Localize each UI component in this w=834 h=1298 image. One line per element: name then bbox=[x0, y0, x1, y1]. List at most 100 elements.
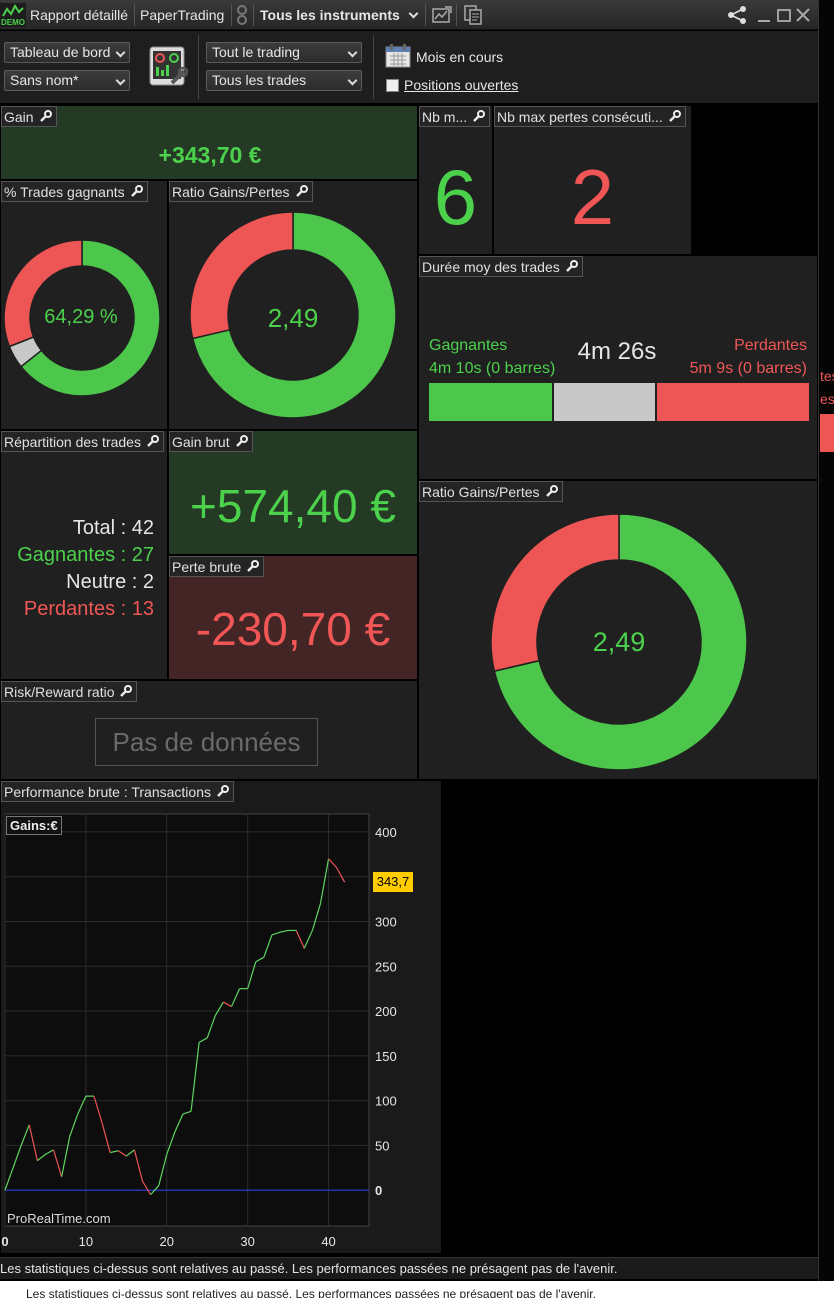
series-segment bbox=[45, 1149, 54, 1155]
share-icon[interactable] bbox=[726, 4, 748, 26]
open-positions-label[interactable]: Positions ouvertes bbox=[404, 77, 519, 93]
performance-title: Performance brute : Transactions bbox=[1, 781, 234, 802]
y-tick-label: 0 bbox=[375, 1183, 382, 1198]
gross-loss-title: Perte brute bbox=[169, 556, 265, 577]
y-tick-label: 50 bbox=[375, 1138, 389, 1153]
gain-panel: Gain +343,70 € bbox=[0, 105, 418, 180]
dashboard-settings-icon[interactable] bbox=[148, 45, 188, 89]
wrench-icon[interactable] bbox=[216, 785, 229, 798]
wrench-icon[interactable] bbox=[246, 560, 260, 573]
losing-duration-value: 5m 9s (0 barres) bbox=[689, 360, 807, 377]
series-segment bbox=[166, 1131, 176, 1155]
wrench-icon[interactable] bbox=[235, 435, 248, 448]
name-select-value: Sans nom* bbox=[10, 72, 79, 88]
series-segment bbox=[28, 1124, 38, 1161]
duration-bar-winning bbox=[429, 383, 555, 421]
chart-export-icon[interactable] bbox=[431, 4, 453, 26]
demo-logo-icon: DEMO bbox=[0, 3, 26, 27]
name-select[interactable]: Sans nom* bbox=[4, 70, 130, 91]
y-tick-label: 250 bbox=[375, 959, 397, 974]
trading-select[interactable]: Tout le trading bbox=[206, 42, 362, 63]
x-tick-label: 0 bbox=[1, 1234, 8, 1249]
disclaimer-background-window: Les statistiques ci-dessus sont relative… bbox=[0, 1281, 834, 1298]
win-percentage-center: 64,29 % bbox=[44, 306, 118, 328]
maximize-icon[interactable] bbox=[776, 4, 792, 26]
ratio-small-title: Ratio Gains/Pertes bbox=[169, 181, 313, 202]
wrench-icon[interactable] bbox=[119, 685, 133, 698]
max-consecutive-gains-value: 6 bbox=[433, 153, 478, 241]
win-percentage-title: % Trades gagnants bbox=[1, 181, 148, 202]
series-segment bbox=[190, 1042, 200, 1112]
adjacent-window-edge: tes es bbox=[818, 0, 834, 1281]
title-bar: DEMO Rapport détaillé PaperTrading Tous … bbox=[0, 0, 818, 30]
wrench-icon[interactable] bbox=[39, 110, 52, 123]
trade-distribution-list: Total : 42 Gagnantes : 27 Neutre : 2 Per… bbox=[17, 515, 154, 623]
wrench-icon[interactable] bbox=[472, 110, 486, 123]
minimize-icon[interactable] bbox=[756, 4, 772, 26]
wrench-icon[interactable] bbox=[668, 110, 681, 123]
total-trades: Total : 42 bbox=[72, 517, 154, 539]
series-segment bbox=[336, 867, 346, 883]
wrench-icon[interactable] bbox=[146, 435, 159, 448]
duration-bar-losing bbox=[656, 383, 809, 421]
series-segment bbox=[133, 1149, 144, 1182]
gross-loss-title-text: Perte brute bbox=[172, 559, 242, 575]
series-segment bbox=[214, 1001, 224, 1016]
wrench-icon[interactable] bbox=[130, 185, 143, 198]
average-duration-value: 4m 26s bbox=[577, 338, 657, 365]
max-consecutive-gains-title: Nb m... bbox=[419, 106, 491, 127]
series-segment bbox=[141, 1180, 152, 1195]
plot-area bbox=[4, 813, 370, 1227]
last-value-tag: 343,7 bbox=[373, 872, 413, 893]
y-tick-label: 400 bbox=[375, 825, 397, 840]
x-tick-label: 40 bbox=[321, 1234, 335, 1249]
view-select-value: Tableau de bord bbox=[10, 44, 111, 60]
menu-detailed-report[interactable]: Rapport détaillé bbox=[30, 7, 129, 23]
calendar-icon[interactable] bbox=[385, 43, 411, 69]
ratio-large-title: Ratio Gains/Pertes bbox=[419, 481, 563, 502]
copy-document-icon[interactable] bbox=[462, 4, 484, 26]
max-consecutive-losses-title-text: Nb max pertes consécuti... bbox=[497, 109, 663, 125]
winning-duration-label: Gagnantes bbox=[429, 337, 508, 354]
series-segment bbox=[198, 1037, 208, 1043]
series-segment bbox=[206, 1015, 216, 1039]
win-percentage-donut bbox=[3, 239, 161, 397]
win-percentage-title-text: % Trades gagnants bbox=[4, 184, 125, 200]
menu-account[interactable]: PaperTrading bbox=[140, 7, 225, 23]
series-segment bbox=[174, 1113, 184, 1133]
max-consecutive-losses-title: Nb max pertes consécuti... bbox=[494, 106, 686, 127]
view-select[interactable]: Tableau de bord bbox=[4, 42, 130, 63]
series-segment bbox=[12, 1145, 22, 1168]
max-consecutive-losses-value: 2 bbox=[570, 153, 615, 241]
series-segment bbox=[230, 988, 241, 1007]
gross-loss-panel: Perte brute -230,70 € bbox=[168, 555, 418, 680]
winning-trades: Gagnantes : 27 bbox=[17, 544, 154, 566]
trades-select[interactable]: Tous les trades bbox=[206, 70, 362, 91]
series-segment bbox=[303, 930, 313, 949]
open-positions-checkbox[interactable] bbox=[386, 79, 399, 92]
instruments-dropdown[interactable]: Tous les instruments bbox=[260, 0, 419, 30]
instruments-label: Tous les instruments bbox=[260, 7, 400, 23]
wrench-icon[interactable] bbox=[565, 260, 578, 273]
filter-toolbar: Tableau de bord Sans nom* Tout le tradin… bbox=[0, 31, 818, 104]
chart-watermark: ProRealTime.com bbox=[7, 1211, 111, 1226]
y-tick-label: 100 bbox=[375, 1094, 397, 1109]
close-icon[interactable] bbox=[795, 4, 811, 26]
series-segment bbox=[101, 1122, 111, 1153]
wrench-icon[interactable] bbox=[545, 485, 558, 498]
ratio-large-title-text: Ratio Gains/Pertes bbox=[422, 484, 540, 500]
series-segment bbox=[311, 903, 322, 931]
gross-gain-panel: Gain brut +574,40 € bbox=[168, 430, 418, 555]
link-icon[interactable] bbox=[234, 4, 250, 26]
wrench-icon[interactable] bbox=[295, 185, 308, 198]
series-segment bbox=[271, 931, 281, 936]
chevron-down-icon bbox=[347, 75, 358, 86]
series-segment bbox=[247, 961, 257, 989]
donut-slice-pertes bbox=[490, 513, 620, 673]
y-tick-label: 150 bbox=[375, 1049, 397, 1064]
chevron-down-icon bbox=[347, 47, 358, 58]
period-label[interactable]: Mois en cours bbox=[416, 49, 504, 65]
trades-select-value: Tous les trades bbox=[212, 72, 307, 88]
ratio-small-center: 2,49 bbox=[267, 303, 319, 333]
